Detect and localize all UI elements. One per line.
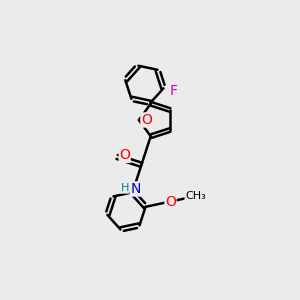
Text: O: O: [119, 148, 130, 162]
Text: H: H: [121, 183, 129, 193]
Text: F: F: [170, 84, 178, 98]
Text: CH₃: CH₃: [185, 191, 206, 201]
Text: N: N: [130, 182, 141, 196]
Text: O: O: [165, 194, 176, 208]
Text: O: O: [141, 113, 152, 127]
